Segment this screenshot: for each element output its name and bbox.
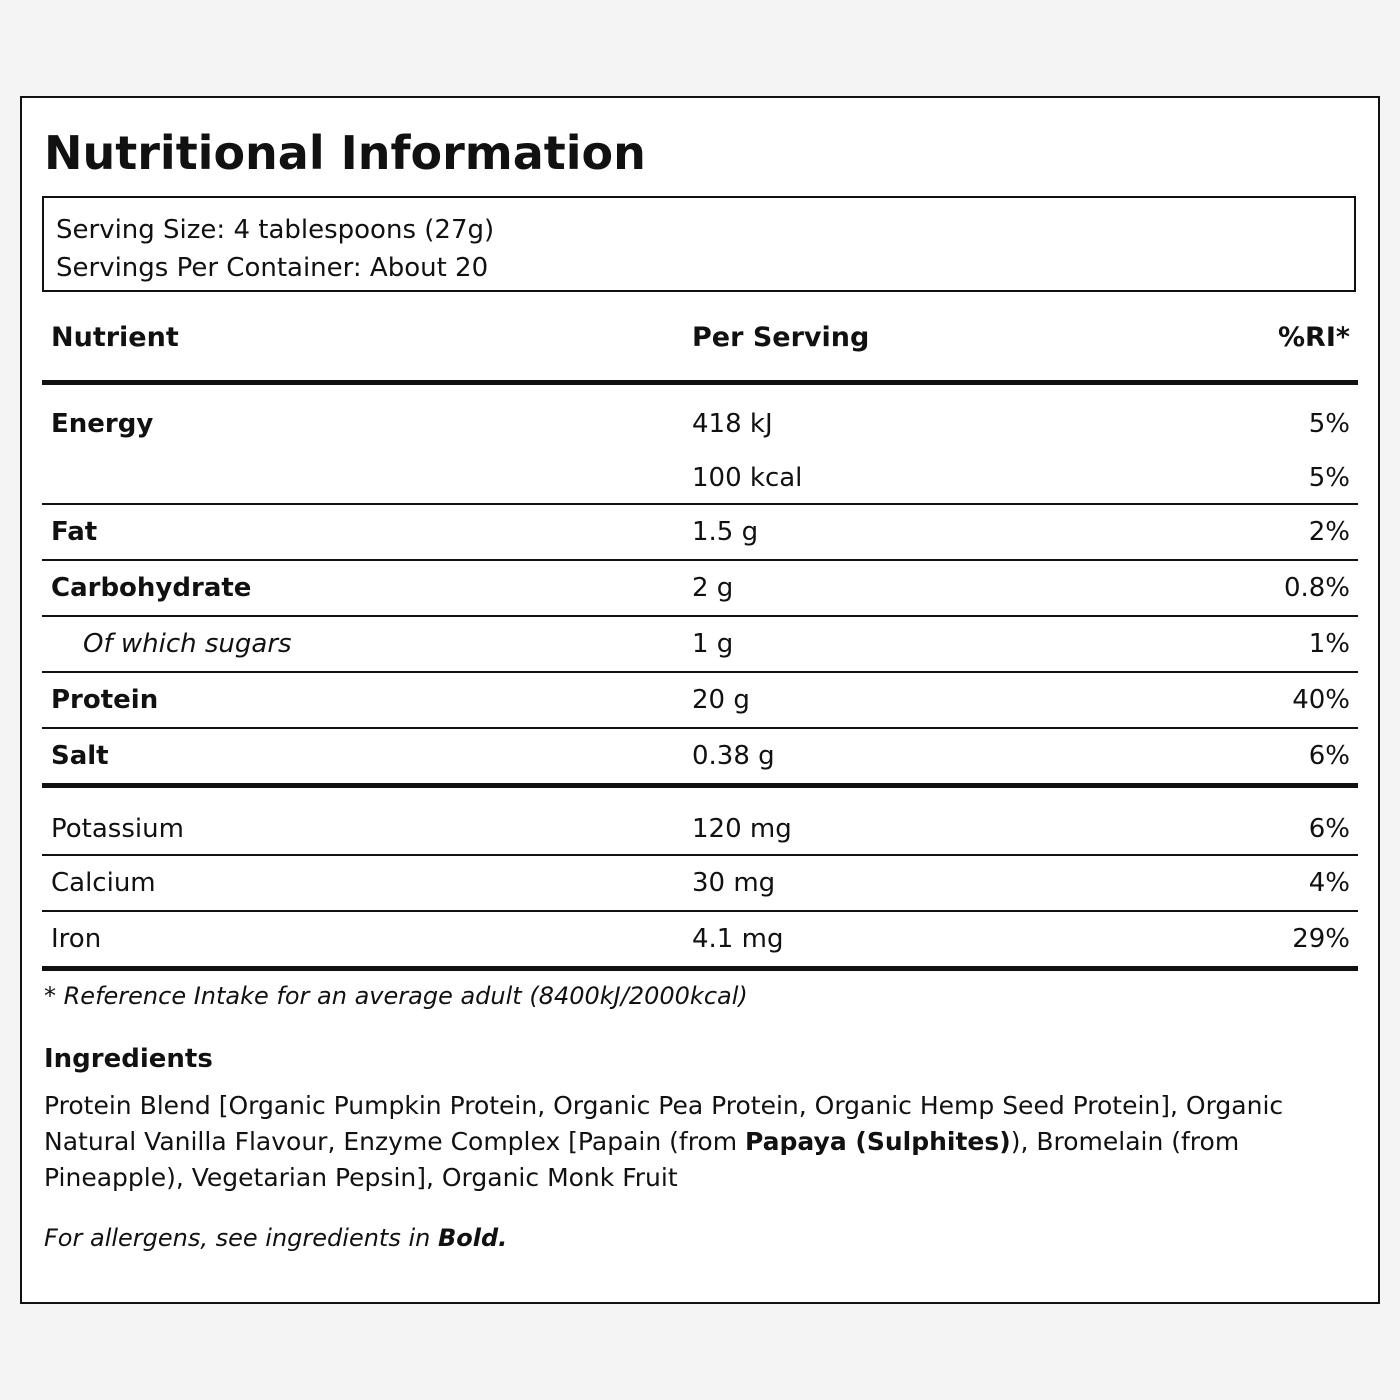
- energy-label: Energy: [51, 409, 154, 439]
- header-nutrient: Nutrient: [51, 322, 179, 353]
- table-row-protein: Protein 20 g 40%: [42, 673, 1358, 729]
- allergen-note-text: For allergens, see ingredients in: [44, 1224, 438, 1252]
- serving-info-box: Serving Size: 4 tablespoons (27g) Servin…: [42, 196, 1356, 292]
- table-row-carbohydrate: Carbohydrate 2 g 0.8%: [42, 561, 1358, 617]
- mineral-amount: 4.1 mg: [692, 924, 784, 954]
- header-ri: %RI*: [1277, 322, 1350, 353]
- nutrition-table: Nutrient Per Serving %RI* Energy 418 kJ …: [42, 310, 1358, 971]
- table-row-iron: Iron 4.1 mg 29%: [42, 912, 1358, 971]
- nutrient-amount: 1 g: [692, 629, 734, 659]
- nutrient-amount: 2 g: [692, 573, 734, 603]
- mineral-ri: 6%: [1308, 814, 1350, 844]
- nutrient-amount: 0.38 g: [692, 741, 775, 771]
- energy-kj: 418 kJ: [692, 409, 773, 439]
- nutrient-ri: 40%: [1292, 685, 1350, 715]
- energy-kcal: 100 kcal: [692, 463, 803, 493]
- mineral-ri: 29%: [1292, 924, 1350, 954]
- allergen-note: For allergens, see ingredients in Bold.: [44, 1224, 507, 1252]
- mineral-name: Iron: [51, 924, 102, 954]
- ingredients-text-before: Protein Blend [Organic Pumpkin Protein, …: [44, 1091, 1284, 1156]
- nutrient-ri: 2%: [1308, 517, 1350, 547]
- energy-kj-ri: 5%: [1308, 409, 1350, 439]
- nutrition-label: Nutritional Information Serving Size: 4 …: [20, 96, 1380, 1304]
- mineral-amount: 120 mg: [692, 814, 792, 844]
- ingredients-text: Protein Blend [Organic Pumpkin Protein, …: [44, 1088, 1364, 1196]
- servings-per-container: Servings Per Container: About 20: [56, 253, 489, 283]
- energy-kcal-ri: 5%: [1308, 463, 1350, 493]
- mineral-ri: 4%: [1308, 868, 1350, 898]
- nutrient-name: Carbohydrate: [51, 573, 252, 603]
- table-row-fat: Fat 1.5 g 2%: [42, 505, 1358, 561]
- table-row-calcium: Calcium 30 mg 4%: [42, 856, 1358, 912]
- table-header: Nutrient Per Serving %RI*: [42, 310, 1358, 385]
- nutrient-name: Protein: [51, 685, 159, 715]
- allergen-note-bold: Bold.: [437, 1224, 508, 1252]
- table-row-potassium: Potassium 120 mg 6%: [42, 788, 1358, 856]
- table-row-sugars: Of which sugars 1 g 1%: [42, 617, 1358, 673]
- serving-size: Serving Size: 4 tablespoons (27g): [56, 215, 495, 245]
- page-title: Nutritional Information: [44, 126, 646, 180]
- ingredients-text-after: ), Bromelain (from Pineapple), Vegetaria…: [44, 1127, 1240, 1192]
- nutrient-amount: 20 g: [692, 685, 750, 715]
- mineral-amount: 30 mg: [692, 868, 776, 898]
- nutrient-amount: 1.5 g: [692, 517, 759, 547]
- table-row-salt: Salt 0.38 g 6%: [42, 729, 1358, 788]
- ingredients-heading: Ingredients: [44, 1044, 213, 1074]
- nutrient-ri: 0.8%: [1283, 573, 1350, 603]
- table-row-energy: Energy 418 kJ 5% 100 kcal 5%: [42, 385, 1358, 505]
- nutrient-name: Salt: [51, 741, 109, 771]
- nutrient-ri: 6%: [1308, 741, 1350, 771]
- allergen-ingredient: Papaya (Sulphites): [745, 1127, 1011, 1156]
- reference-intake-footnote: * Reference Intake for an average adult …: [44, 982, 748, 1010]
- nutrient-name: Of which sugars: [83, 629, 292, 659]
- nutrient-ri: 1%: [1308, 629, 1350, 659]
- mineral-name: Potassium: [51, 814, 184, 844]
- mineral-name: Calcium: [51, 868, 156, 898]
- nutrient-name: Fat: [51, 517, 98, 547]
- header-per-serving: Per Serving: [692, 322, 870, 353]
